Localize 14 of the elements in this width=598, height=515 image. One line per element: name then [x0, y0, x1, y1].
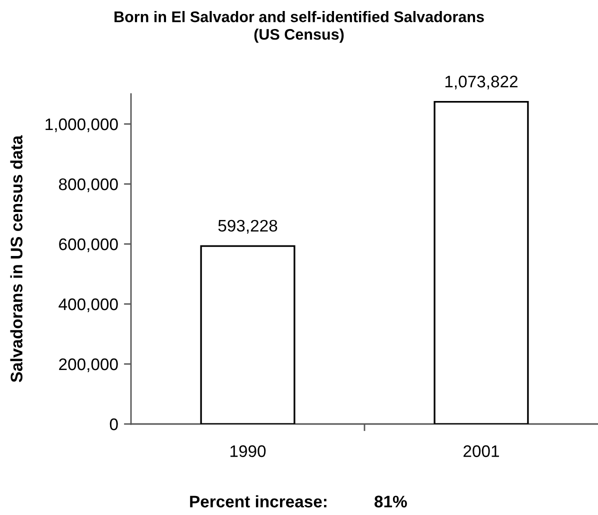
- y-tick-label: 800,000: [58, 178, 118, 192]
- y-tick-label: 600,000: [59, 238, 118, 252]
- y-tick-label: 0: [110, 418, 118, 430]
- data-label: 593,228: [218, 220, 278, 234]
- chart-title: Born in El Salvador and self-identified Salvadorans (US Census): [114, 11, 484, 43]
- y-tick-label: 200,000: [59, 358, 118, 372]
- data-label: 1,073,822: [445, 76, 518, 90]
- y-axis-title: Salvadorans in US census data: [10, 135, 22, 382]
- text: 81%: [374, 496, 407, 508]
- text: Percent increase:: [190, 495, 326, 508]
- x-tick-label: 1990: [230, 445, 266, 458]
- y-tick-label: 1,000,000: [46, 118, 118, 132]
- x-tick-label: 2001: [464, 445, 499, 458]
- y-tick-label: 400,000: [58, 298, 118, 312]
